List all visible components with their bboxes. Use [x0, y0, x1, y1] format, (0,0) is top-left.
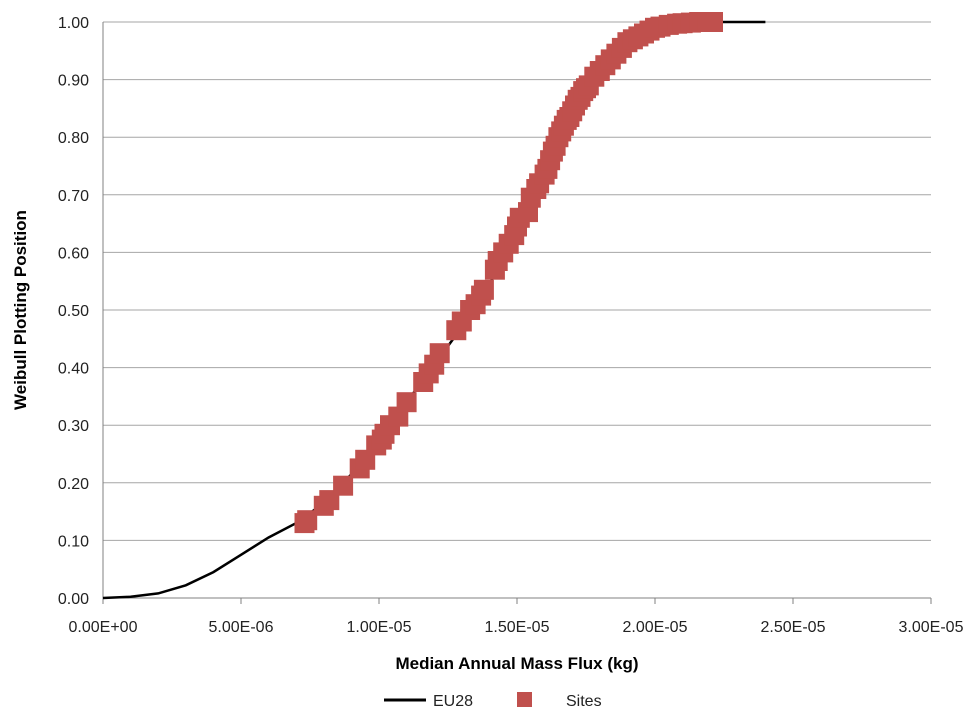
sites-series: [294, 12, 723, 534]
axes: [102, 22, 932, 604]
y-tick-label: 1.00: [58, 15, 89, 32]
site-marker: [333, 475, 354, 496]
site-marker: [703, 12, 723, 32]
y-tick-label: 0.50: [58, 303, 89, 320]
x-tick-label: 5.00E-06: [209, 619, 274, 636]
y-tick-label: 0.00: [58, 591, 89, 608]
y-tick-label: 0.70: [58, 188, 89, 205]
x-tick-label: 1.50E-05: [485, 619, 550, 636]
y-tick-label: 0.30: [58, 418, 89, 435]
x-tick-label: 0.00E+00: [69, 619, 138, 636]
legend: EU28 Sites: [384, 692, 602, 709]
y-tick-label: 0.20: [58, 476, 89, 493]
site-marker: [429, 343, 450, 364]
x-tick-label: 2.00E-05: [623, 619, 688, 636]
gridlines: [103, 21, 931, 541]
legend-eu28-label: EU28: [433, 693, 473, 709]
y-tick-label: 0.10: [58, 533, 89, 550]
site-marker: [297, 510, 318, 531]
site-marker: [396, 392, 417, 413]
legend-sites-swatch: [517, 692, 532, 707]
site-marker: [473, 279, 494, 300]
x-tick-labels: 0.00E+00 5.00E-06 1.00E-05 1.50E-05 2.00E-05…: [69, 619, 964, 636]
y-tick-label: 0.80: [58, 130, 89, 147]
x-tick-label: 3.00E-05: [899, 619, 964, 636]
y-tick-label: 0.90: [58, 73, 89, 90]
y-tick-label: 0.40: [58, 361, 89, 378]
y-tick-labels: 0.00 0.10 0.20 0.30 0.40 0.50 0.60 0.70 0.80 0.90…: [58, 15, 89, 608]
legend-sites-label: Sites: [566, 693, 602, 709]
y-axis-title: Weibull Plotting Position: [11, 210, 30, 410]
x-tick-label: 2.50E-05: [761, 619, 826, 636]
x-tick-label: 1.00E-05: [347, 619, 412, 636]
x-axis-title: Median Annual Mass Flux (kg): [395, 654, 638, 673]
y-tick-label: 0.60: [58, 245, 89, 262]
